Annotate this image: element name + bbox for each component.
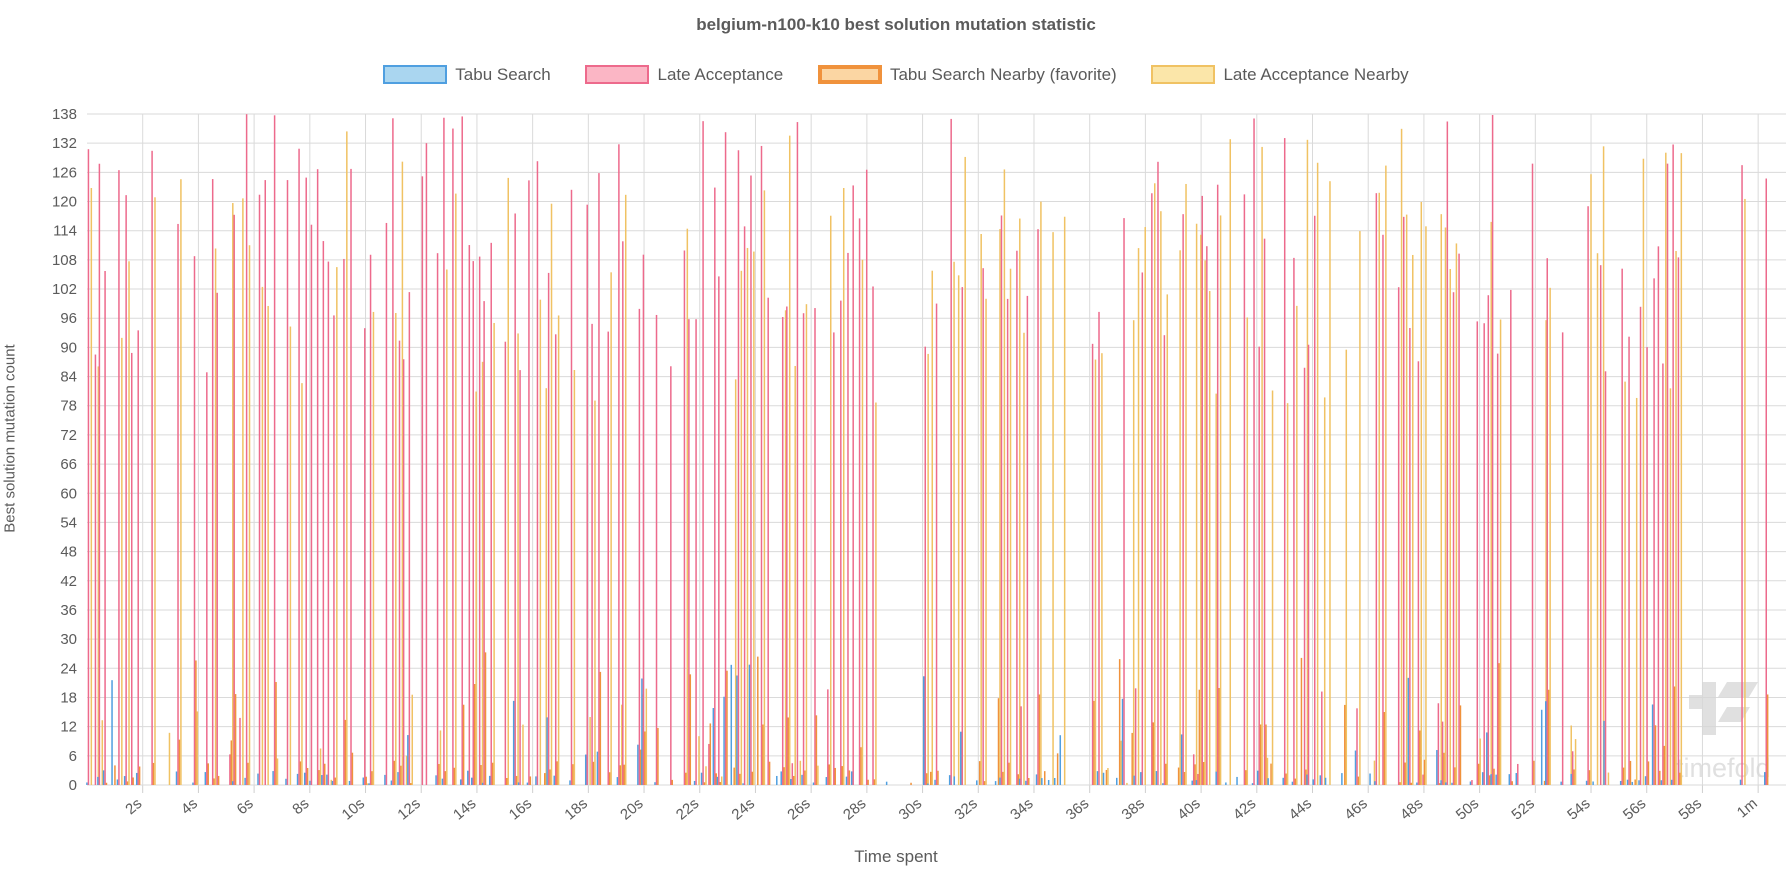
svg-text:42: 42 <box>60 573 77 590</box>
svg-text:78: 78 <box>60 398 77 415</box>
svg-text:90: 90 <box>60 339 77 356</box>
svg-text:14s: 14s <box>450 795 479 824</box>
svg-text:8s: 8s <box>289 795 312 818</box>
svg-text:6: 6 <box>69 748 77 765</box>
svg-text:50s: 50s <box>1453 795 1482 824</box>
svg-text:34s: 34s <box>1007 795 1036 824</box>
svg-text:46s: 46s <box>1341 795 1370 824</box>
svg-text:22s: 22s <box>673 795 702 824</box>
svg-text:6s: 6s <box>234 795 257 818</box>
svg-text:36: 36 <box>60 602 77 619</box>
svg-text:108: 108 <box>52 252 77 269</box>
svg-text:56s: 56s <box>1620 795 1649 824</box>
svg-text:30: 30 <box>60 631 77 648</box>
svg-text:20s: 20s <box>617 795 646 824</box>
svg-text:18s: 18s <box>561 795 590 824</box>
svg-text:0: 0 <box>69 777 77 794</box>
svg-text:12s: 12s <box>394 795 423 824</box>
svg-text:54s: 54s <box>1564 795 1593 824</box>
svg-text:24: 24 <box>60 660 77 677</box>
svg-text:132: 132 <box>52 135 77 152</box>
svg-text:40s: 40s <box>1174 795 1203 824</box>
svg-text:120: 120 <box>52 194 77 211</box>
svg-text:32s: 32s <box>951 795 980 824</box>
svg-text:2s: 2s <box>122 795 145 818</box>
svg-text:66: 66 <box>60 456 77 473</box>
svg-text:114: 114 <box>53 223 77 240</box>
svg-text:28s: 28s <box>840 795 869 824</box>
svg-text:58s: 58s <box>1676 795 1705 824</box>
svg-text:24s: 24s <box>729 795 758 824</box>
svg-text:52s: 52s <box>1508 795 1537 824</box>
svg-text:30s: 30s <box>896 795 925 824</box>
svg-text:44s: 44s <box>1286 795 1315 824</box>
svg-text:84: 84 <box>60 369 77 386</box>
svg-text:48s: 48s <box>1397 795 1426 824</box>
svg-text:102: 102 <box>52 281 77 298</box>
svg-text:12: 12 <box>60 719 77 736</box>
svg-text:54: 54 <box>60 514 77 531</box>
svg-text:48: 48 <box>60 544 77 561</box>
svg-text:16s: 16s <box>506 795 535 824</box>
svg-text:96: 96 <box>60 310 77 327</box>
svg-text:138: 138 <box>52 106 77 123</box>
svg-text:26s: 26s <box>784 795 813 824</box>
svg-text:42s: 42s <box>1230 795 1259 824</box>
svg-text:10s: 10s <box>339 795 368 824</box>
svg-text:126: 126 <box>52 164 77 181</box>
svg-text:18: 18 <box>60 689 77 706</box>
svg-text:38s: 38s <box>1119 795 1148 824</box>
svg-text:72: 72 <box>60 427 77 444</box>
svg-text:36s: 36s <box>1063 795 1092 824</box>
svg-text:4s: 4s <box>178 795 201 818</box>
svg-text:1m: 1m <box>1734 795 1761 821</box>
svg-text:60: 60 <box>60 485 77 502</box>
svg-text:timefold: timefold <box>1676 753 1771 783</box>
